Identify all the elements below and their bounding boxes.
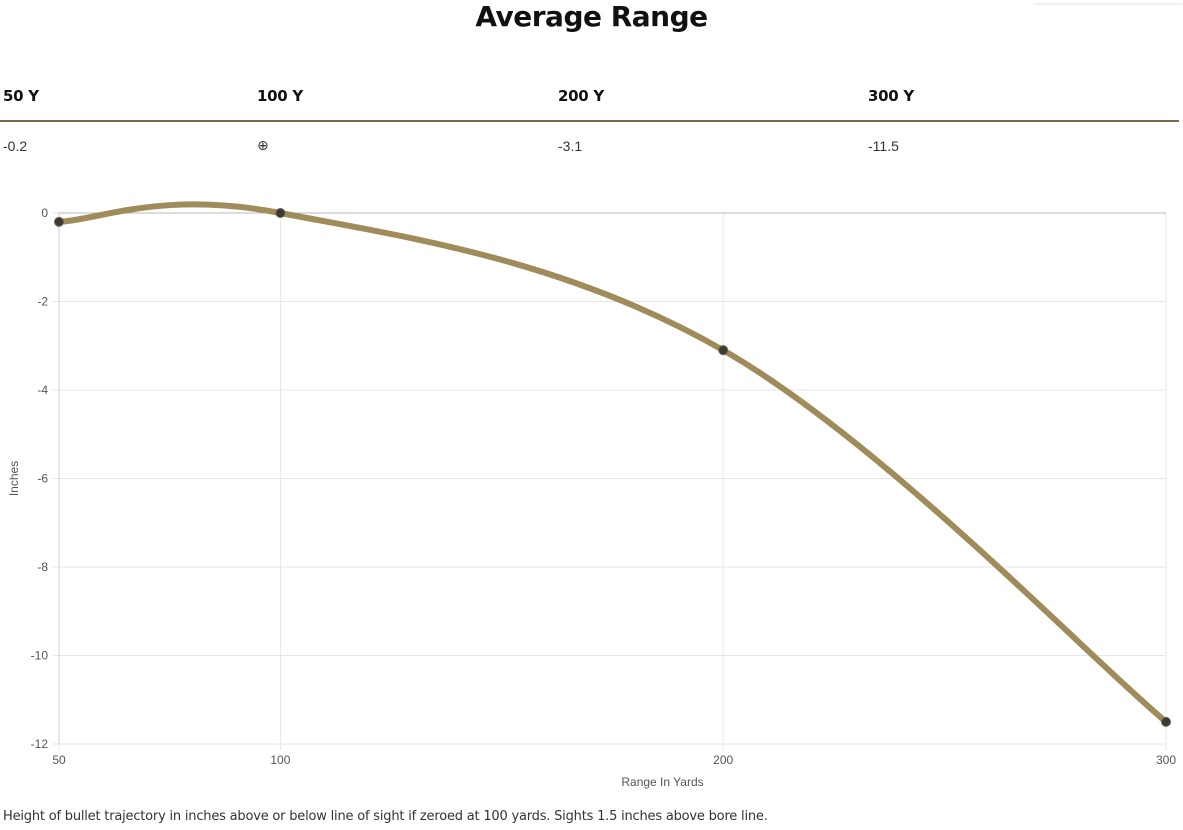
header-100y: 100 Y — [257, 87, 303, 105]
y-axis-title: Inches — [7, 461, 21, 496]
value-50y: -0.2 — [3, 138, 28, 154]
header-300y: 300 Y — [868, 87, 914, 105]
data-point — [1161, 716, 1171, 727]
range-table-header: 50 Y 100 Y 200 Y 300 Y — [0, 84, 1179, 122]
value-200y: -3.1 — [558, 138, 583, 154]
value-300y: -11.5 — [868, 138, 899, 154]
header-50y: 50 Y — [3, 87, 39, 105]
header-200y: 200 Y — [558, 87, 604, 105]
x-tick-label: 100 — [270, 753, 290, 767]
chart-footnote: Height of bullet trajectory in inches ab… — [3, 809, 768, 824]
x-axis-title: Range In Yards — [621, 775, 703, 789]
data-point — [718, 345, 729, 356]
y-tick-label: 0 — [41, 206, 48, 220]
range-table-values: -0.2 ⊕ -3.1 -11.5 — [0, 134, 1179, 156]
data-point — [275, 208, 286, 218]
y-tick-label: -6 — [37, 472, 48, 486]
y-tick-label: -12 — [31, 737, 49, 751]
x-tick-label: 200 — [713, 753, 733, 767]
x-tick-label: 300 — [1156, 753, 1176, 767]
y-tick-label: -4 — [37, 383, 48, 397]
y-tick-label: -8 — [37, 560, 48, 574]
zero-crosshair-icon: ⊕ — [257, 138, 269, 154]
x-tick-label: 50 — [52, 753, 66, 767]
trajectory-line — [56, 201, 1169, 725]
data-point — [54, 216, 64, 227]
page-title: Average Range — [475, 0, 708, 33]
corner-shadow — [1033, 0, 1183, 3]
y-tick-label: -2 — [37, 295, 48, 309]
y-tick-label: -10 — [31, 649, 49, 663]
